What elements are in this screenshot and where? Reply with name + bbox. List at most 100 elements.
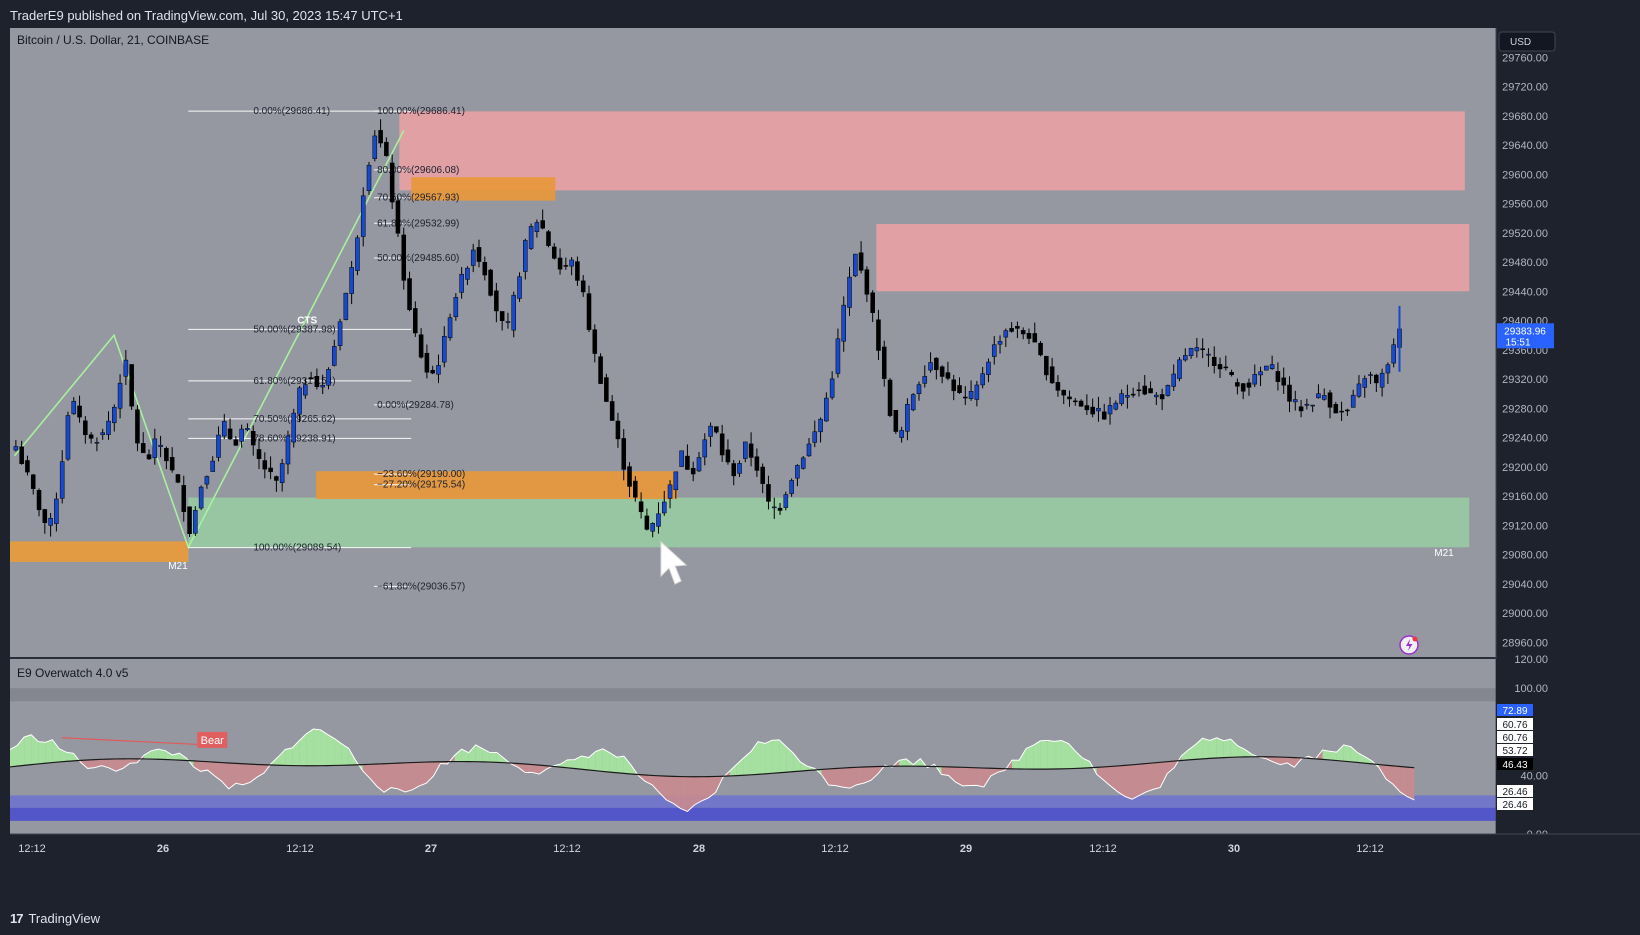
osc-value-tag <box>1497 744 1533 756</box>
candle-body <box>36 490 42 511</box>
fib-level-label: 50.00%(29387.98) <box>253 324 335 335</box>
tradingview-brand[interactable]: 17 TradingView <box>10 911 100 926</box>
candle-body <box>783 494 789 508</box>
candle-body <box>824 397 829 422</box>
candle-body <box>644 515 650 530</box>
candle-body <box>1026 333 1032 339</box>
oscillator-fill <box>1386 765 1394 785</box>
oscillator-fill <box>1230 739 1238 758</box>
currency-button[interactable]: USD <box>1498 31 1556 52</box>
oscillator-fill <box>1280 757 1288 765</box>
oscillator-fill <box>1132 764 1140 800</box>
oscillator-fill <box>59 748 67 762</box>
candle-body <box>112 406 117 424</box>
osc-value-label: 26.46 <box>1502 800 1527 811</box>
candle-body <box>580 280 586 293</box>
candle-body <box>1258 371 1263 376</box>
candle-body <box>164 448 169 462</box>
candle-body <box>1177 359 1182 379</box>
candle-body <box>407 278 412 310</box>
oscillator-fill <box>45 739 53 764</box>
candle-body <box>1287 384 1292 402</box>
cts-label: CTS <box>297 315 317 326</box>
alert-icon[interactable] <box>1399 635 1419 655</box>
candle-body <box>1038 342 1043 356</box>
candle-body <box>447 317 453 339</box>
candle-body <box>465 267 470 280</box>
candle-body <box>1130 393 1136 396</box>
candle-body <box>1090 406 1095 415</box>
candle-body <box>1183 355 1188 361</box>
price-tick-label: 28960.00 <box>1502 637 1548 649</box>
osc-value-tag <box>1497 704 1533 716</box>
candle-body <box>986 361 991 375</box>
oscillator-fill <box>285 747 293 766</box>
osc-value-label: 53.72 <box>1502 746 1527 757</box>
oscillator-fill <box>249 764 257 783</box>
fib-level-label: 61.80%(29532.99) <box>377 218 459 229</box>
brand-label: TradingView <box>28 911 101 926</box>
oscillator-fill <box>122 758 130 769</box>
candle-body <box>737 463 742 474</box>
oscillator-fill <box>101 759 109 768</box>
oscillator-title: E9 Overwatch 4.0 v5 <box>17 666 129 680</box>
oscillator-fill <box>1153 762 1161 790</box>
fib-level-label: 70.50%(29567.93) <box>377 193 459 204</box>
oscillator-fill <box>645 775 653 785</box>
oscillator-fill <box>24 734 32 766</box>
price-axis[interactable]: 28960.00 29000.00 29040.00 29080.00 29120.00… <box>1495 28 1640 863</box>
price-tick-label: 29040.00 <box>1502 579 1548 591</box>
candle-body <box>523 240 528 272</box>
chart-area[interactable]: M21M21−23.60%(29827.27)0.00%(29686.41)10… <box>10 28 1640 900</box>
candle-body <box>343 292 349 320</box>
price-tick-label: 29520.00 <box>1502 228 1548 240</box>
candle-body <box>1362 378 1368 388</box>
candle-body <box>980 373 985 386</box>
candle-body <box>853 253 858 277</box>
oscillator-fill <box>66 752 74 762</box>
candle-body <box>1211 356 1217 366</box>
candle-body <box>1229 372 1234 375</box>
oscillator-fill <box>292 740 300 766</box>
oscillator-fast-line <box>10 728 1415 813</box>
price-pane[interactable]: M21M21−23.60%(29827.27)0.00%(29686.41)10… <box>10 28 1558 659</box>
candle-body <box>1339 410 1344 413</box>
oscillator-fill <box>306 729 314 766</box>
candle-body <box>268 467 273 473</box>
oscillator-fill <box>144 750 152 760</box>
oscillator-fill <box>1054 740 1062 769</box>
oscillator-fill <box>1061 740 1069 769</box>
candle-body <box>1374 374 1379 384</box>
oscillator-fill <box>955 767 963 786</box>
candle-body <box>1136 389 1142 392</box>
oscillator-fill <box>235 763 243 785</box>
candle-body <box>1240 383 1246 392</box>
fib-level-label: −27.20%(29175.54) <box>377 480 465 491</box>
candle-body <box>337 321 343 346</box>
oscillator-fill <box>842 767 850 789</box>
fib-level-label: 80.00%(29606.08) <box>377 165 459 176</box>
oscillator-fill <box>652 775 660 793</box>
candle-body <box>54 498 59 524</box>
candle-body <box>1061 389 1066 396</box>
candle-body <box>679 450 684 467</box>
oscillator-fill <box>863 766 871 784</box>
candle-body <box>1379 372 1385 388</box>
oscillator-pane[interactable]: Bear <box>10 659 1496 834</box>
candle-body <box>71 400 77 415</box>
oscillator-fill <box>129 758 138 764</box>
candle-body <box>250 431 256 446</box>
time-axis[interactable]: 12:12 26 12:12 27 12:12 28 12:12 29 12:12 30 12:12 <box>10 833 1640 900</box>
oscillator-fill <box>468 744 476 762</box>
price-tick-label: 29640.00 <box>1502 140 1548 152</box>
candle-body <box>1385 364 1391 374</box>
candle-body <box>766 484 771 502</box>
candle-body <box>499 311 505 321</box>
candle-body <box>1119 393 1124 404</box>
candle-body <box>1049 366 1055 384</box>
supply-zone <box>399 111 1465 191</box>
candle-body <box>511 294 517 331</box>
price-tick-label: 29280.00 <box>1502 403 1548 415</box>
oscillator-fill <box>941 766 949 776</box>
candle-body <box>1073 400 1078 403</box>
